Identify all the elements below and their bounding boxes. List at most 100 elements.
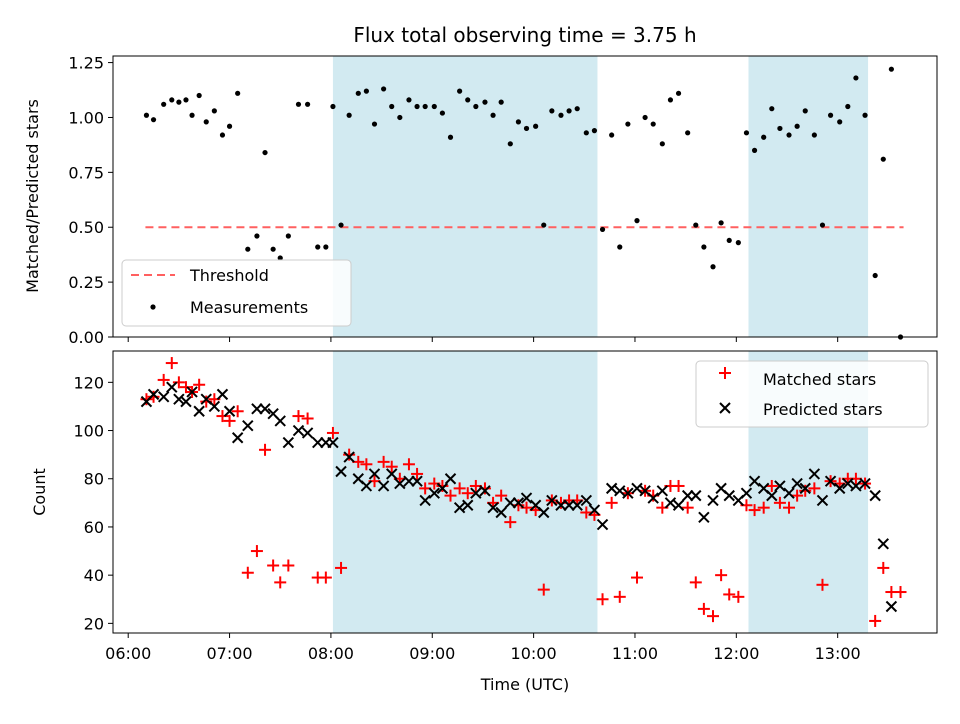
matched-point — [292, 410, 305, 423]
predicted-point — [808, 468, 821, 480]
measurement-point — [270, 246, 276, 252]
predicted-point — [394, 477, 406, 490]
measurement-point — [397, 114, 403, 121]
top-y-tick-label: 1.25 — [68, 54, 104, 73]
measurement-point — [189, 112, 195, 118]
legend-predicted-label: Predicted stars — [763, 400, 883, 419]
measurement-point — [473, 103, 479, 110]
measurement-point — [811, 132, 817, 138]
matched-point — [140, 393, 153, 406]
predicted-point — [580, 494, 593, 507]
measurement-point — [262, 149, 268, 156]
measurement-point — [726, 237, 732, 244]
measurement-point — [143, 112, 150, 118]
measurement-point — [338, 222, 344, 228]
predicted-point — [622, 487, 634, 499]
matched-point — [504, 516, 517, 529]
predicted-point — [292, 424, 305, 437]
predicted-point — [208, 400, 221, 413]
measurement-point — [888, 66, 894, 72]
predicted-point — [546, 494, 558, 507]
predicted-point — [360, 480, 373, 492]
measurement-point — [794, 123, 800, 129]
predicted-point — [312, 436, 324, 449]
x-tick-label: 09:00 — [409, 644, 455, 663]
measurement-point — [827, 112, 834, 118]
measurement-point — [515, 119, 522, 125]
matched-point — [605, 496, 618, 509]
predicted-point — [740, 487, 753, 499]
predicted-point — [824, 475, 837, 487]
measurement-point — [718, 220, 724, 226]
matched-point — [461, 487, 474, 500]
predicted-point — [242, 420, 254, 432]
measurement-point — [285, 233, 291, 239]
predicted-point — [504, 497, 517, 509]
predicted-point — [681, 489, 694, 502]
measurement-point — [422, 103, 428, 110]
measurement-point — [710, 264, 716, 270]
bottom-y-tick-label: 60 — [84, 518, 104, 537]
bottom-legend: Matched stars Predicted stars — [695, 360, 929, 428]
measurement-point — [650, 121, 656, 127]
bottom-shaded-interval-0 — [332, 351, 598, 633]
measurement-point — [743, 130, 750, 136]
matched-point — [377, 455, 390, 468]
predicted-point — [147, 388, 160, 401]
predicted-point — [462, 499, 474, 511]
measurement-point — [203, 119, 209, 125]
measurement-point — [533, 123, 539, 129]
predicted-point — [251, 403, 263, 415]
predicted-point — [723, 489, 735, 502]
matched-point — [259, 443, 272, 456]
measurement-point — [786, 132, 792, 138]
measurement-point — [777, 125, 783, 132]
measurement-point — [625, 121, 631, 127]
matched-point — [697, 602, 710, 615]
measurement-point — [634, 218, 640, 224]
matched-point — [223, 414, 236, 427]
bottom-legend-box — [695, 360, 929, 428]
predicted-point — [850, 480, 862, 492]
matched-point — [147, 390, 160, 403]
measurement-point — [254, 233, 260, 239]
predicted-point — [157, 391, 170, 403]
predicted-point — [487, 501, 499, 514]
predicted-point — [774, 480, 786, 492]
matched-point — [453, 482, 466, 495]
matched-point — [554, 496, 567, 509]
predicted-point — [368, 468, 381, 480]
matched-point — [301, 412, 314, 425]
measurement-point — [642, 114, 648, 121]
measurement-point — [549, 108, 555, 114]
measurement-point — [183, 97, 189, 103]
matched-point — [689, 576, 702, 589]
bottom-y-axis-label: Count — [30, 468, 49, 516]
measurement-point — [389, 103, 395, 110]
measurement-point — [363, 88, 369, 94]
measurement-point — [591, 128, 598, 134]
measurement-point — [761, 134, 767, 140]
measurement-point — [161, 101, 167, 107]
predicted-point — [538, 506, 550, 519]
matched-point — [748, 504, 761, 517]
x-tick-label: 10:00 — [511, 644, 557, 663]
matched-point — [613, 590, 626, 603]
measurement-point — [583, 130, 589, 136]
measurement-point — [523, 125, 530, 132]
predicted-point — [403, 475, 415, 487]
matched-point — [165, 357, 178, 370]
matched-point — [537, 583, 550, 596]
predicted-point — [783, 487, 795, 499]
predicted-point — [223, 405, 236, 417]
predicted-point — [166, 381, 178, 393]
matched-point — [799, 484, 812, 497]
predicted-point — [180, 395, 192, 408]
predicted-point — [444, 473, 457, 485]
x-axis-label: Time (UTC) — [480, 675, 569, 694]
top-legend: Threshold Measurements — [121, 259, 352, 327]
predicted-point — [411, 475, 423, 487]
measurement-point — [245, 246, 251, 252]
measurement-point — [169, 97, 175, 103]
